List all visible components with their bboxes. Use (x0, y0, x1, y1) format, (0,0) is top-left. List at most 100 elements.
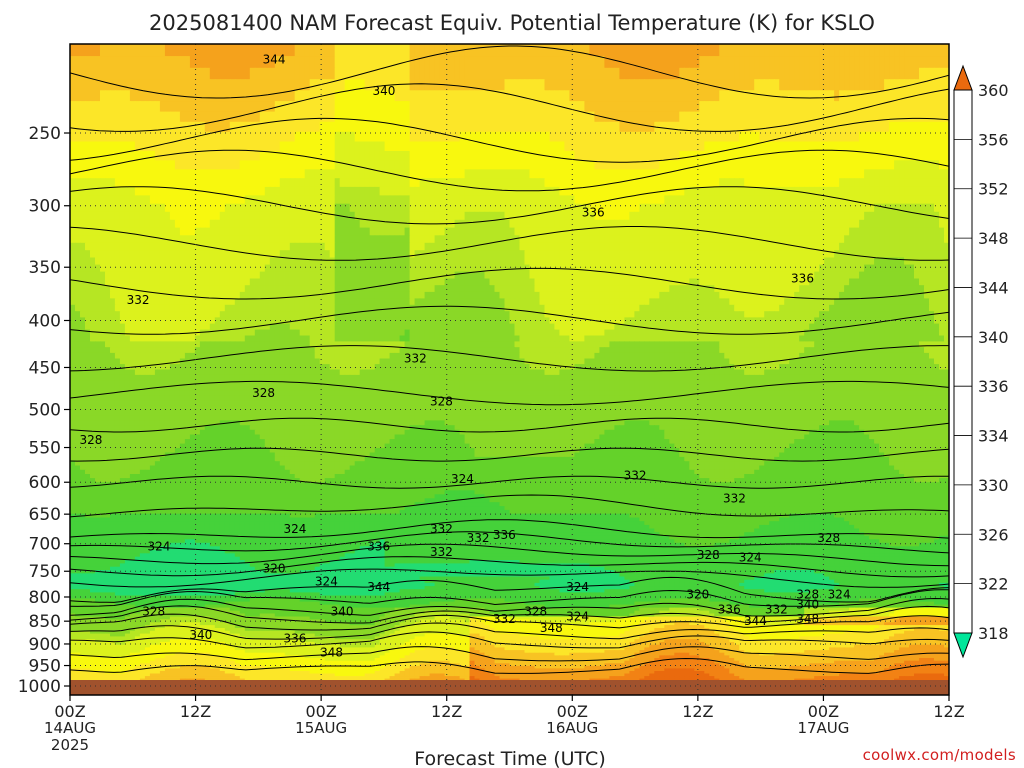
field-cell (75, 250, 81, 259)
field-cell (894, 90, 900, 102)
field-cell (514, 227, 521, 236)
field-cell (359, 235, 366, 244)
field-cell (809, 67, 815, 80)
field-cell (889, 56, 895, 69)
field-cell (579, 79, 585, 91)
field-cell (484, 186, 491, 196)
field-cell (144, 211, 151, 221)
field-cell (629, 101, 635, 113)
field-cell (839, 278, 845, 286)
field-cell (379, 235, 386, 244)
field-cell (794, 90, 800, 102)
field-cell (784, 141, 790, 152)
field-cell (744, 79, 750, 91)
field-cell (699, 271, 705, 280)
field-cell (419, 235, 426, 244)
field-cell (944, 227, 949, 236)
field-cell (919, 219, 925, 229)
field-cell (834, 79, 840, 91)
field-cell (394, 219, 401, 229)
field-cell (239, 203, 246, 213)
field-cell (419, 195, 426, 205)
field-cell (259, 250, 266, 259)
field-cell (779, 285, 785, 293)
field-cell (794, 278, 800, 286)
field-cell (379, 90, 386, 102)
field-cell (434, 131, 441, 143)
field-cell (534, 56, 541, 69)
field-cell (679, 121, 685, 133)
field-cell (754, 141, 760, 152)
field-cell (339, 271, 346, 280)
field-cell (199, 219, 206, 229)
field-cell (924, 111, 930, 123)
field-cell (649, 79, 655, 91)
field-cell (934, 160, 940, 170)
field-cell (729, 141, 735, 152)
field-cell (394, 195, 401, 205)
field-cell (409, 285, 416, 293)
field-cell (614, 186, 620, 196)
field-cell (219, 264, 226, 273)
field-cell (694, 160, 700, 170)
field-cell (204, 160, 211, 170)
field-cell (629, 141, 635, 152)
field-cell (589, 178, 595, 188)
field-cell (419, 111, 426, 123)
field-cell (659, 131, 665, 143)
field-cell (379, 264, 386, 273)
field-cell (794, 160, 800, 170)
field-cell (664, 178, 670, 188)
field-cell (354, 121, 361, 133)
field-cell (889, 250, 895, 259)
field-cell (359, 219, 366, 229)
field-cell (194, 278, 201, 286)
field-cell (724, 56, 730, 69)
field-cell (384, 121, 391, 133)
field-cell (239, 79, 246, 91)
field-cell (524, 250, 531, 259)
field-cell (214, 203, 221, 213)
field-cell (689, 121, 695, 133)
field-cell (209, 264, 216, 273)
field-cell (289, 101, 296, 113)
field-cell (679, 285, 685, 293)
field-cell (789, 264, 795, 273)
field-cell (594, 178, 600, 188)
field-cell (594, 264, 600, 273)
field-cell (884, 101, 890, 113)
field-cell (75, 121, 81, 133)
field-cell (274, 160, 281, 170)
field-cell (164, 56, 171, 69)
field-cell (709, 186, 715, 196)
field-cell (494, 264, 501, 273)
field-cell (514, 242, 521, 251)
field-cell (409, 195, 416, 205)
field-cell (864, 264, 870, 273)
field-cell (709, 264, 715, 273)
field-cell (829, 211, 835, 221)
field-cell (259, 271, 266, 280)
field-cell (849, 169, 855, 179)
field-cell (629, 235, 635, 244)
field-cell (519, 203, 526, 213)
field-cell (304, 278, 311, 286)
field-cell (244, 90, 251, 102)
field-cell (194, 90, 201, 102)
field-cell (169, 264, 176, 273)
field-cell (589, 151, 595, 161)
field-cell (324, 242, 331, 251)
field-cell (349, 169, 356, 179)
field-cell (454, 264, 461, 273)
field-cell (799, 160, 805, 170)
field-cell (594, 141, 600, 152)
field-cell (584, 257, 590, 266)
field-cell (114, 121, 121, 133)
field-cell (95, 67, 101, 80)
field-cell (389, 186, 396, 196)
field-cell (419, 271, 426, 280)
field-cell (149, 271, 156, 280)
field-cell (859, 56, 865, 69)
field-cell (749, 90, 755, 102)
field-cell (574, 131, 580, 143)
